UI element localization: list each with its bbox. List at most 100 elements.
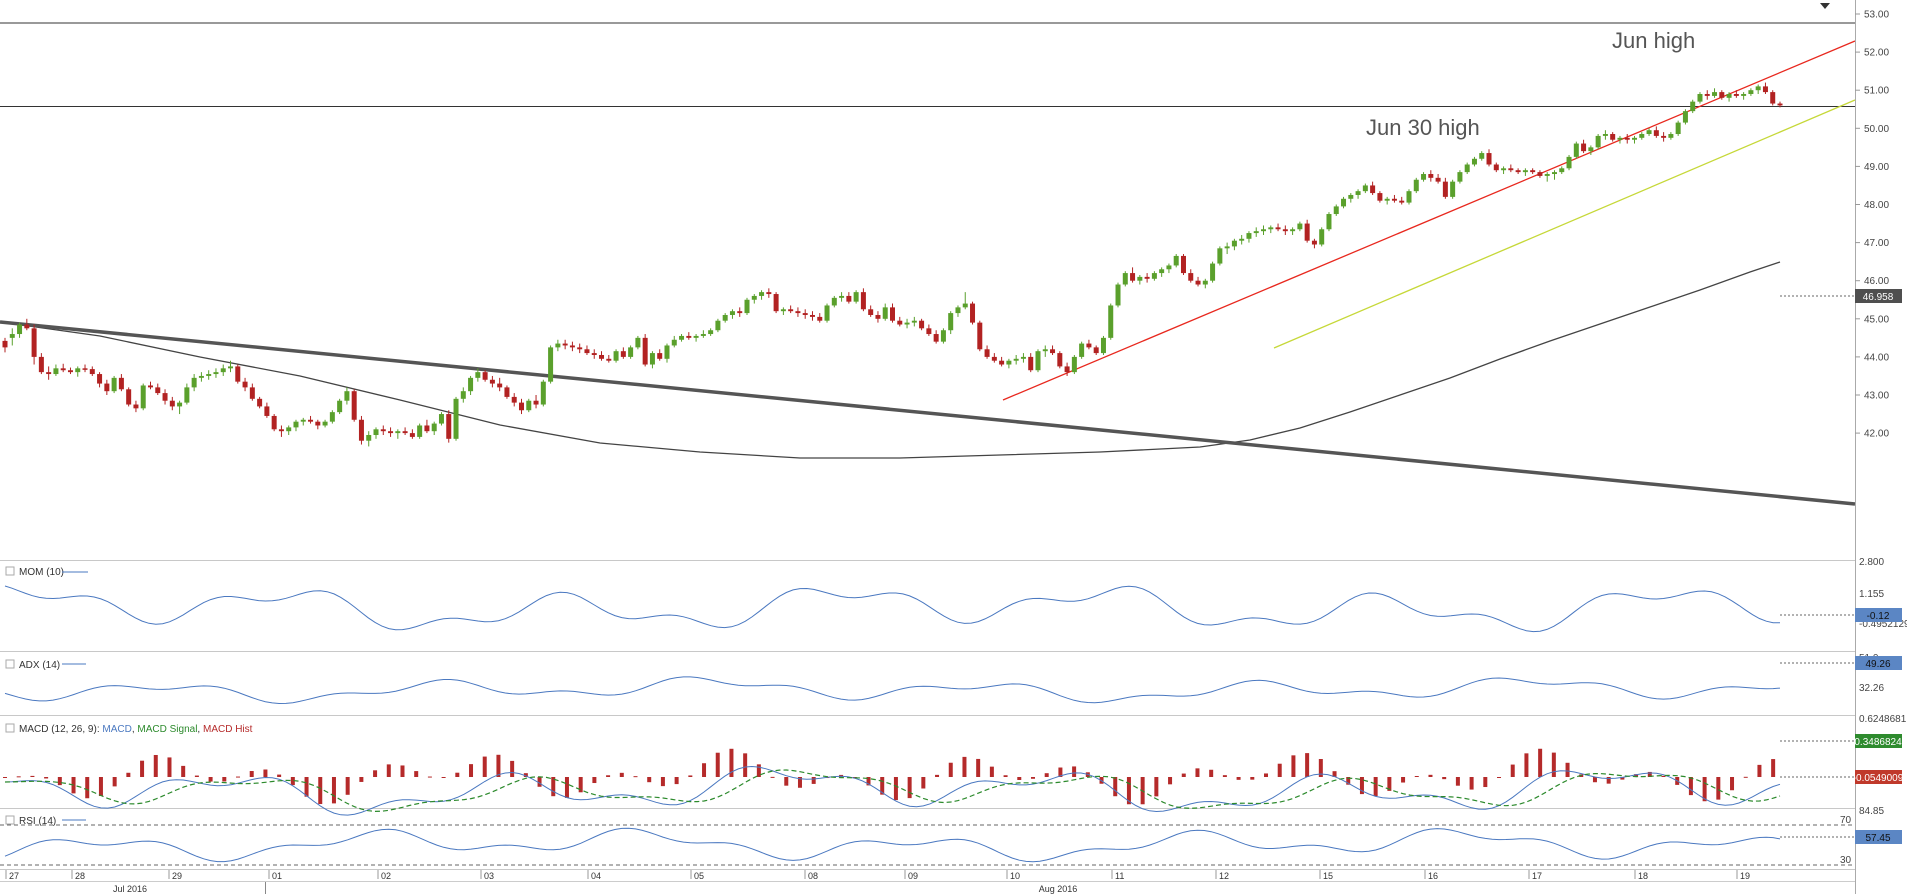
candle-body	[620, 351, 626, 357]
macd-hist-bar	[633, 776, 638, 778]
macd-hist-bar	[1688, 777, 1693, 796]
day-tick-label: 16	[1428, 871, 1438, 881]
candle-body	[1042, 349, 1048, 352]
candle-body	[1086, 343, 1092, 348]
candle-body	[1653, 130, 1659, 136]
macd-tick-1: 0.6248681	[1859, 714, 1907, 725]
candle-body	[1588, 147, 1594, 152]
candle-body	[897, 320, 903, 325]
macd-hist-bar	[181, 765, 186, 777]
day-tick-label: 27	[9, 871, 19, 881]
checkbox-icon[interactable]	[5, 659, 15, 669]
macd-hist-bar	[304, 777, 309, 797]
price-tick-label: 51.00	[1864, 86, 1889, 97]
legend-macd-hist[interactable]: MACD Hist	[203, 724, 253, 735]
legend-macd-signal[interactable]: MACD Signal	[137, 724, 197, 735]
candle-body	[1741, 94, 1747, 96]
adx-tick-2: 32.26	[1859, 683, 1884, 694]
candle-body	[1668, 134, 1674, 138]
candle-body	[366, 435, 372, 441]
rsi-tick-70: 70	[1840, 815, 1852, 826]
macd-hist-bar	[373, 770, 378, 777]
candle-body	[235, 366, 241, 382]
mom-tick-1: 2.800	[1859, 557, 1884, 568]
legend-macd[interactable]: MACD	[102, 724, 131, 735]
macd-value-text: 0.3486824	[1854, 737, 1902, 748]
candle-body	[708, 330, 714, 335]
macd-hist-bar	[962, 756, 967, 777]
candle-body	[1079, 343, 1085, 357]
candle-body	[1551, 172, 1557, 175]
candle-body	[206, 374, 212, 376]
candle-body	[147, 385, 153, 388]
time-axis[interactable]: 27 28 29 01 02 03 04 05 08 09 10 11 12 15 16 17 18 19 Jul…	[0, 870, 1855, 894]
candle-body	[795, 311, 801, 314]
candle-body	[846, 295, 852, 302]
candle-body	[308, 419, 314, 422]
candle-body	[402, 431, 408, 434]
candle-body	[1748, 90, 1754, 95]
candle-body	[1399, 200, 1405, 203]
candle-body	[1624, 137, 1630, 140]
macd-hist-bar	[770, 776, 775, 778]
macd-hist-bar	[797, 777, 802, 788]
adx-panel[interactable]: ADX (14)	[4, 659, 1855, 705]
macd-hist-bar	[441, 777, 446, 778]
dropdown-arrow-icon[interactable]	[1820, 3, 1830, 9]
macd-hist-bar	[1030, 777, 1035, 779]
macd-hist-bar	[1497, 777, 1502, 778]
macd-hist-bar	[1113, 777, 1118, 797]
macd-hist-bar	[1250, 777, 1255, 780]
candle-body	[278, 429, 284, 432]
checkbox-icon[interactable]	[5, 723, 15, 733]
macd-hist-bar	[1428, 774, 1433, 777]
macd-hist-bar	[414, 771, 419, 777]
macd-hist-bar	[249, 771, 254, 777]
rsi-panel[interactable]: RSI (14)	[0, 815, 1855, 866]
macd-panel[interactable]: MACD (12, 26, 9): MACD, MACD Signal, MAC…	[3, 723, 1855, 816]
rsi-label: RSI (14)	[19, 816, 56, 827]
candle-body	[577, 347, 583, 350]
macd-hist-bar	[57, 777, 62, 786]
checkbox-icon[interactable]	[5, 566, 15, 576]
candle-body	[1144, 276, 1150, 279]
price-axis[interactable]: 53.00 52.00 51.00 50.00 49.00 48.00 47.00 46.00…	[1840, 0, 1907, 894]
candle-body	[446, 414, 452, 439]
macd-hist-bar	[153, 754, 158, 777]
candle-body	[751, 295, 757, 300]
candle-body	[679, 335, 685, 340]
candle-body	[1341, 198, 1347, 207]
candle-body	[1268, 227, 1274, 230]
candle-body	[1479, 153, 1485, 159]
macd-hist-bar	[1305, 753, 1310, 777]
macd-value-badge	[1855, 734, 1902, 748]
candle-body	[919, 320, 925, 329]
candle-body	[729, 311, 735, 315]
macd-hist-bar	[880, 777, 885, 795]
candle-body	[562, 343, 568, 346]
checkbox-icon[interactable]	[5, 815, 15, 825]
candle-body	[1770, 92, 1776, 104]
month-label-aug: Aug 2016	[1039, 884, 1078, 894]
rsi-value-text: 57.45	[1865, 833, 1890, 844]
rsi-value-badge	[1855, 830, 1902, 844]
macd-hist-bar	[510, 760, 515, 777]
macd-hist-bar	[1318, 759, 1323, 777]
candle-body	[213, 372, 219, 375]
macd-hist-bar	[16, 776, 21, 778]
mom-panel[interactable]: MOM (10)	[4, 566, 1855, 633]
candle-body	[409, 433, 415, 437]
candle-body	[82, 368, 88, 370]
price-tick-label: 47.00	[1864, 238, 1889, 249]
candle-body	[1006, 360, 1012, 365]
candle-body	[555, 343, 561, 348]
macd-hist-bar	[290, 777, 295, 786]
macd-hist-bar	[1757, 764, 1762, 777]
candle-body	[671, 339, 677, 346]
candle-body	[802, 313, 808, 315]
macd-hist-bar	[1058, 767, 1063, 777]
macd-hist-bar	[208, 777, 213, 782]
price-panel[interactable]: Jun high Jun 30 high	[0, 3, 1856, 506]
macd-hist-bar	[1209, 769, 1214, 777]
